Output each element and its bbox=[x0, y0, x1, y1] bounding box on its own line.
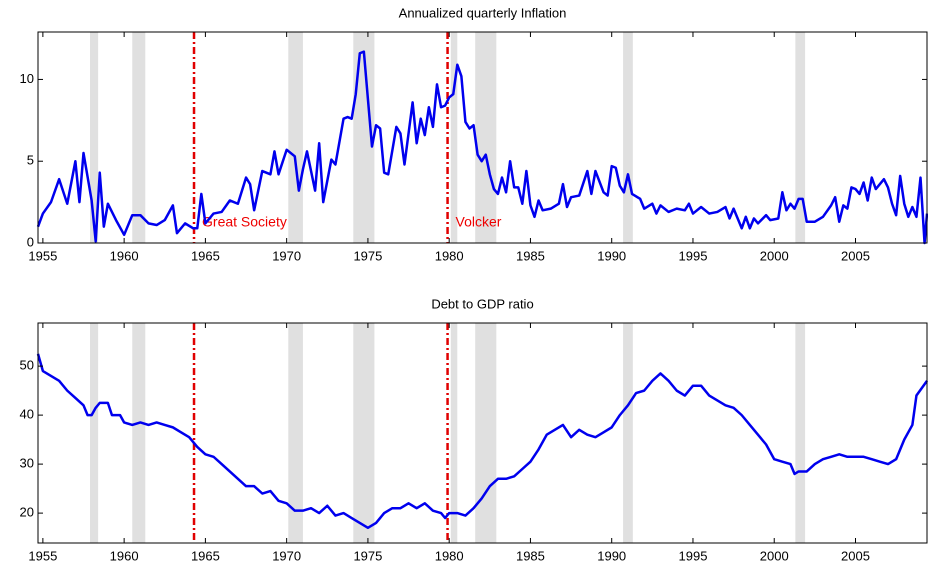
recession-band bbox=[288, 32, 303, 243]
y-tick-label: 20 bbox=[20, 505, 34, 520]
x-tick-label: 1990 bbox=[597, 248, 626, 263]
x-tick-label: 1980 bbox=[435, 548, 464, 561]
x-tick-label: 1975 bbox=[353, 248, 382, 263]
x-tick-label: 1970 bbox=[272, 248, 301, 263]
recession-band bbox=[288, 323, 303, 543]
x-tick-label: 2000 bbox=[760, 248, 789, 263]
annotation: Great Society bbox=[202, 214, 287, 230]
data-line bbox=[36, 50, 928, 245]
recession-band bbox=[353, 32, 375, 243]
recession-band bbox=[475, 323, 497, 543]
recession-band bbox=[90, 32, 99, 243]
x-tick-label: 1985 bbox=[516, 548, 545, 561]
recession-band bbox=[795, 32, 806, 243]
y-tick-label: 0 bbox=[27, 234, 34, 249]
x-tick-label: 1995 bbox=[679, 548, 708, 561]
recession-band bbox=[475, 32, 497, 243]
y-tick-label: 50 bbox=[20, 358, 34, 373]
x-tick-label: 1965 bbox=[191, 548, 220, 561]
recession-band bbox=[132, 32, 146, 243]
plot-frame bbox=[37, 31, 928, 244]
chart-title: Annualized quarterly Inflation bbox=[399, 5, 567, 20]
data-line bbox=[36, 353, 928, 530]
recession-band bbox=[450, 323, 458, 543]
x-tick-label: 1975 bbox=[353, 548, 382, 561]
recession-band bbox=[132, 323, 146, 543]
x-tick-label: 1970 bbox=[272, 548, 301, 561]
recession-band bbox=[623, 32, 633, 243]
annotation: Volcker bbox=[456, 214, 502, 230]
y-tick-label: 10 bbox=[20, 71, 34, 86]
recession-band bbox=[623, 323, 633, 543]
chart-title: Debt to GDP ratio bbox=[431, 296, 533, 311]
x-tick-label: 1955 bbox=[28, 548, 57, 561]
x-tick-label: 1985 bbox=[516, 248, 545, 263]
x-tick-label: 2005 bbox=[841, 548, 870, 561]
y-tick-label: 5 bbox=[27, 153, 34, 168]
x-tick-label: 2005 bbox=[841, 248, 870, 263]
recession-band bbox=[353, 323, 375, 543]
x-tick-label: 1995 bbox=[679, 248, 708, 263]
x-tick-label: 1960 bbox=[110, 548, 139, 561]
x-tick-label: 1960 bbox=[110, 248, 139, 263]
recession-band bbox=[795, 323, 806, 543]
y-tick-label: 30 bbox=[20, 456, 34, 471]
x-tick-label: 1990 bbox=[597, 548, 626, 561]
x-tick-label: 1965 bbox=[191, 248, 220, 263]
x-tick-label: 1955 bbox=[28, 248, 57, 263]
recession-band bbox=[90, 323, 99, 543]
x-tick-label: 2000 bbox=[760, 548, 789, 561]
x-tick-label: 1980 bbox=[435, 248, 464, 263]
y-tick-label: 40 bbox=[20, 407, 34, 422]
recession-band bbox=[450, 32, 458, 243]
plot-frame bbox=[37, 322, 928, 544]
